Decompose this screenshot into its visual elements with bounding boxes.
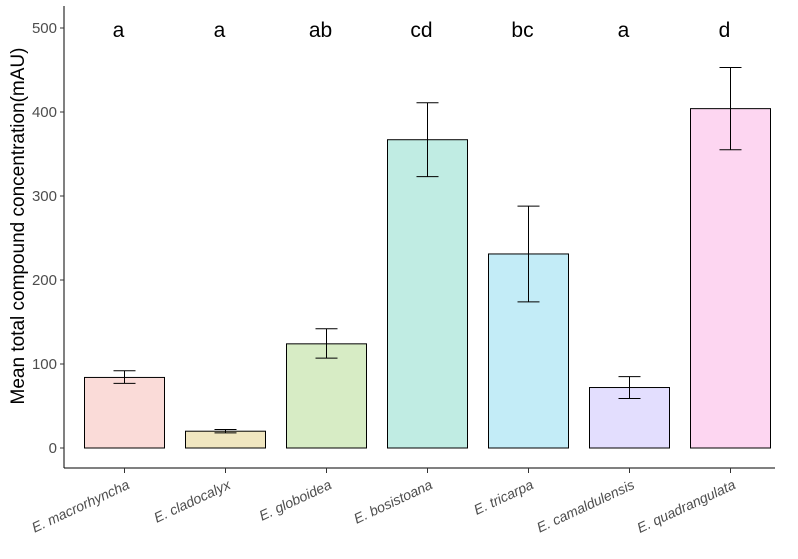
significance-letter: bc: [511, 19, 533, 42]
y-tick-label: 300: [32, 188, 57, 205]
bars-layer: [84, 108, 771, 449]
y-axis-label: Mean total compound concentration(mAU): [8, 48, 29, 405]
x-tick-label: E. camaldulensis: [534, 476, 637, 535]
significance-letter: a: [113, 19, 125, 42]
y-tick-label: 400: [32, 104, 57, 121]
x-tick-label: E. quadrangulata: [634, 476, 738, 536]
x-tick-label: E. globoidea: [256, 476, 334, 523]
significance-letter: a: [214, 19, 226, 42]
x-tick-label: E. tricarpa: [471, 476, 536, 518]
significance-letters-layer: a a ab cd bc a d: [113, 19, 731, 42]
significance-letter: cd: [410, 19, 432, 42]
y-tick-label: 0: [49, 440, 57, 457]
bar: [185, 430, 266, 449]
x-tick-label: E. bosistoana: [351, 476, 435, 526]
bar: [84, 376, 165, 449]
bar: [387, 139, 468, 449]
y-tick-label: 500: [32, 20, 57, 37]
bar: [690, 108, 771, 449]
significance-letter: ab: [309, 19, 332, 42]
significance-letter: a: [618, 19, 630, 42]
x-tick-label: E. macrorhyncha: [29, 476, 132, 535]
y-tick-label: 200: [32, 272, 57, 289]
x-ticks-layer: E. macrorhyncha E. cladocalyx E. globoidea…: [29, 468, 738, 536]
significance-letter: d: [719, 19, 731, 42]
y-tick-label: 100: [32, 356, 57, 373]
bar: [286, 343, 367, 449]
y-ticks-layer: 0 100 200 300 400 500: [32, 20, 64, 457]
x-tick-label: E. cladocalyx: [151, 476, 233, 526]
error-bars-layer: [113, 66, 742, 434]
